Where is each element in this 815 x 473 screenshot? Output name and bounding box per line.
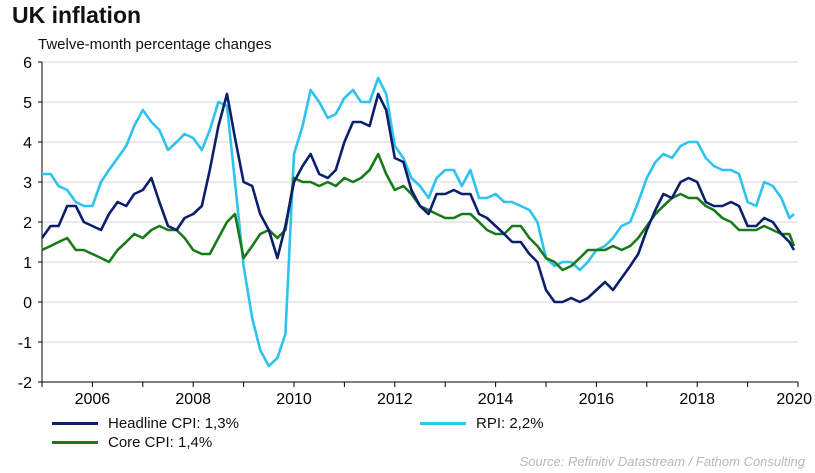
legend-label-headline-cpi: Headline CPI: 1,3%	[108, 415, 239, 432]
y-tick-label: 2	[23, 215, 32, 232]
chart-subtitle: Twelve-month percentage changes	[38, 36, 272, 53]
series-line-rpi	[42, 76, 795, 368]
source-note: Source: Refinitiv Datastream / Fathom Co…	[519, 454, 805, 469]
series-line-headline-cpi	[40, 92, 796, 304]
legend-label-rpi: RPI: 2,2%	[476, 415, 544, 432]
y-tick-label: -1	[18, 335, 32, 352]
y-tick-label: -2	[18, 375, 32, 392]
x-tick-label: 2014	[478, 391, 514, 408]
axes: -2 -1 0 1 2 3 4 5 6 2006 2008 2010 2012 2014 2016 2018 2…	[18, 55, 812, 408]
legend-swatch-headline-cpi	[52, 422, 98, 425]
legend-swatch-core-cpi	[52, 441, 98, 444]
y-tick-label: 0	[23, 295, 32, 312]
x-tick-label: 2008	[175, 391, 211, 408]
line-chart: -2 -1 0 1 2 3 4 5 6 2006 2008 2010 2012 2014 2016 2018 2…	[18, 55, 812, 408]
x-tick-label: 2006	[75, 391, 111, 408]
y-tick-label: 5	[23, 95, 32, 112]
legend-swatch-rpi	[420, 422, 466, 425]
legend-label-core-cpi: Core CPI: 1,4%	[108, 434, 213, 451]
grid-lines	[42, 61, 798, 343]
x-tick-label: 2010	[276, 391, 312, 408]
legend-item-headline-cpi: Headline CPI: 1,3%	[52, 415, 239, 432]
legend-item-rpi: RPI: 2,2%	[420, 415, 544, 432]
y-tick-label: 4	[23, 135, 32, 152]
series-lines	[40, 76, 796, 368]
x-tick-label: 2012	[377, 391, 413, 408]
y-tick-label: 1	[23, 255, 32, 272]
x-tick-label: 2018	[679, 391, 715, 408]
legend-item-core-cpi: Core CPI: 1,4%	[52, 434, 212, 451]
y-tick-label: 6	[23, 55, 32, 72]
x-tick-label: 2016	[579, 391, 615, 408]
chart-title: UK inflation	[12, 2, 142, 28]
series-line-core-cpi	[41, 152, 796, 272]
y-tick-label: 3	[23, 175, 32, 192]
x-tick-label: 2020	[776, 391, 812, 408]
